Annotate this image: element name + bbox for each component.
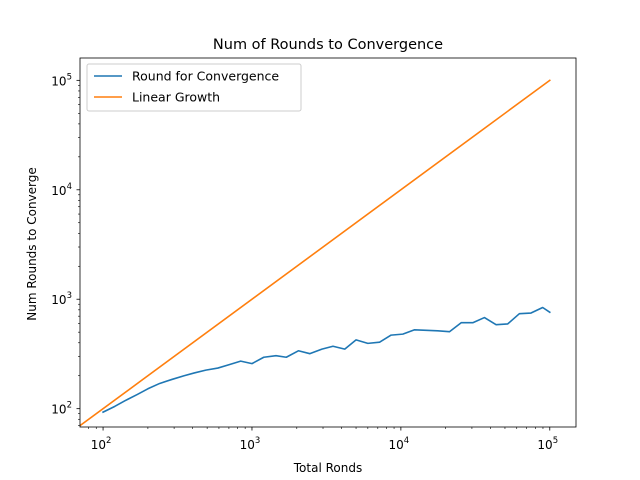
axes: 102 103 104 105 102 103 104 105	[51, 57, 577, 452]
x-tick-label: 103	[240, 436, 261, 452]
series-line-2	[80, 79, 551, 427]
y-tick-label: 104	[51, 182, 72, 198]
x-axis-label: Total Ronds	[293, 461, 362, 475]
x-tick-label: 104	[389, 436, 410, 452]
y-tick-label: 102	[51, 401, 72, 417]
x-tick-label: 105	[537, 436, 558, 452]
y-tick-label: 105	[51, 72, 72, 88]
y-axis-label: Num Rounds to Converge	[25, 167, 39, 321]
legend-box	[86, 63, 302, 112]
y-tick-label: 103	[51, 291, 72, 307]
legend-label-2: Linear Growth	[132, 90, 220, 105]
chart-title: Num of Rounds to Convergence	[213, 37, 443, 53]
axes-frame	[79, 57, 577, 428]
legend-label-1: Round for Convergence	[132, 69, 279, 84]
plot-area	[80, 79, 551, 427]
series-line-1	[101, 306, 551, 414]
series-group	[80, 79, 551, 427]
legend: Round for Convergence Linear Growth	[86, 63, 302, 112]
x-tick-label: 102	[91, 436, 112, 452]
